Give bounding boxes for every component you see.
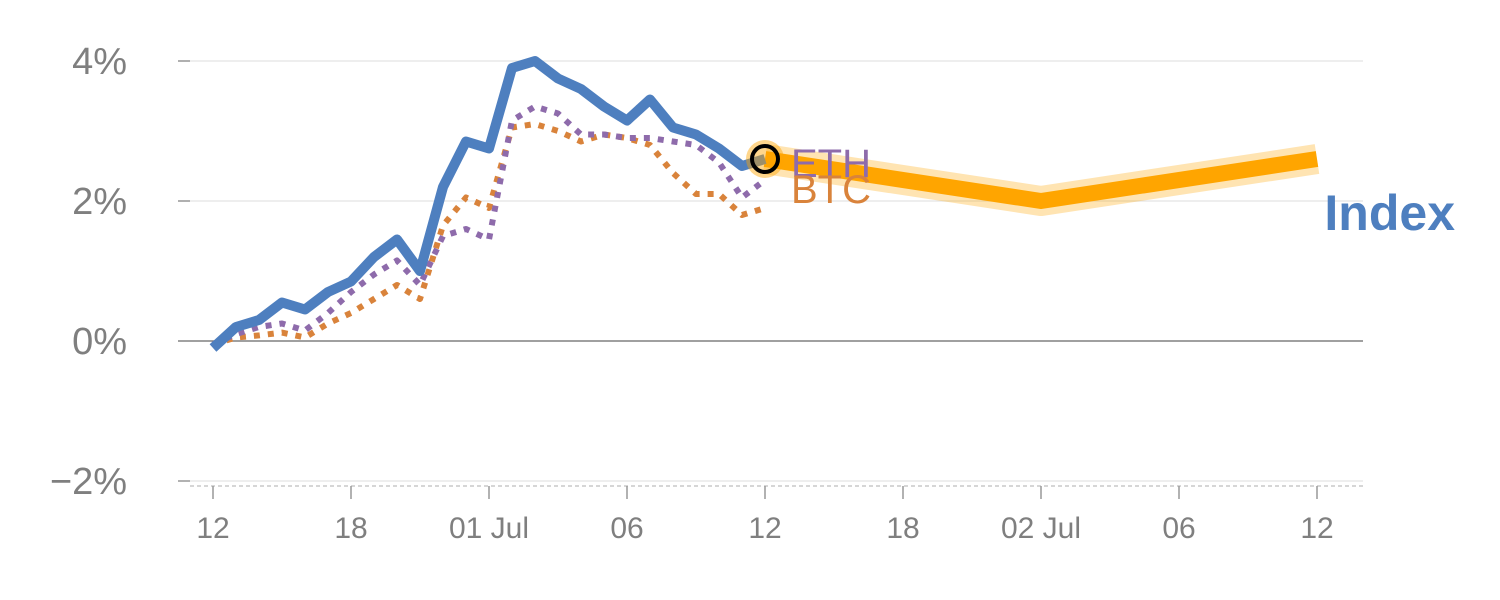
current-point-marker bbox=[750, 144, 780, 174]
x-tick-label: 01 Jul bbox=[449, 512, 529, 545]
x-axis: 12 18 01 Jul 06 12 18 02 Jul 06 12 bbox=[196, 486, 1334, 545]
grid-layer bbox=[178, 60, 1363, 487]
y-tick-label: 2% bbox=[72, 181, 127, 223]
y-axis: −2% 0% 2% 4% bbox=[50, 41, 190, 503]
x-tick-label: 12 bbox=[748, 512, 781, 545]
index-line bbox=[209, 56, 767, 352]
y-tick-label: 4% bbox=[72, 41, 127, 83]
x-tick-label: 18 bbox=[886, 512, 919, 545]
btc-line bbox=[212, 121, 766, 348]
series-layer bbox=[209, 56, 1320, 352]
label-layer: ETH BTC Index bbox=[791, 142, 1455, 241]
x-tick-label: 06 bbox=[1162, 512, 1195, 545]
forecast-line bbox=[763, 151, 1319, 209]
x-tick-label: 06 bbox=[610, 512, 643, 545]
x-tick-label: 12 bbox=[1300, 512, 1333, 545]
x-tick-label: 12 bbox=[196, 512, 229, 545]
btc-series-label: BTC bbox=[791, 168, 871, 212]
index-series-label: Index bbox=[1324, 185, 1455, 241]
x-tick-label: 02 Jul bbox=[1001, 512, 1081, 545]
eth-series-label: ETH bbox=[791, 142, 871, 186]
x-tick-label: 18 bbox=[334, 512, 367, 545]
y-tick-label: 0% bbox=[72, 321, 127, 363]
y-tick-label: −2% bbox=[50, 461, 127, 503]
eth-line bbox=[211, 103, 767, 348]
